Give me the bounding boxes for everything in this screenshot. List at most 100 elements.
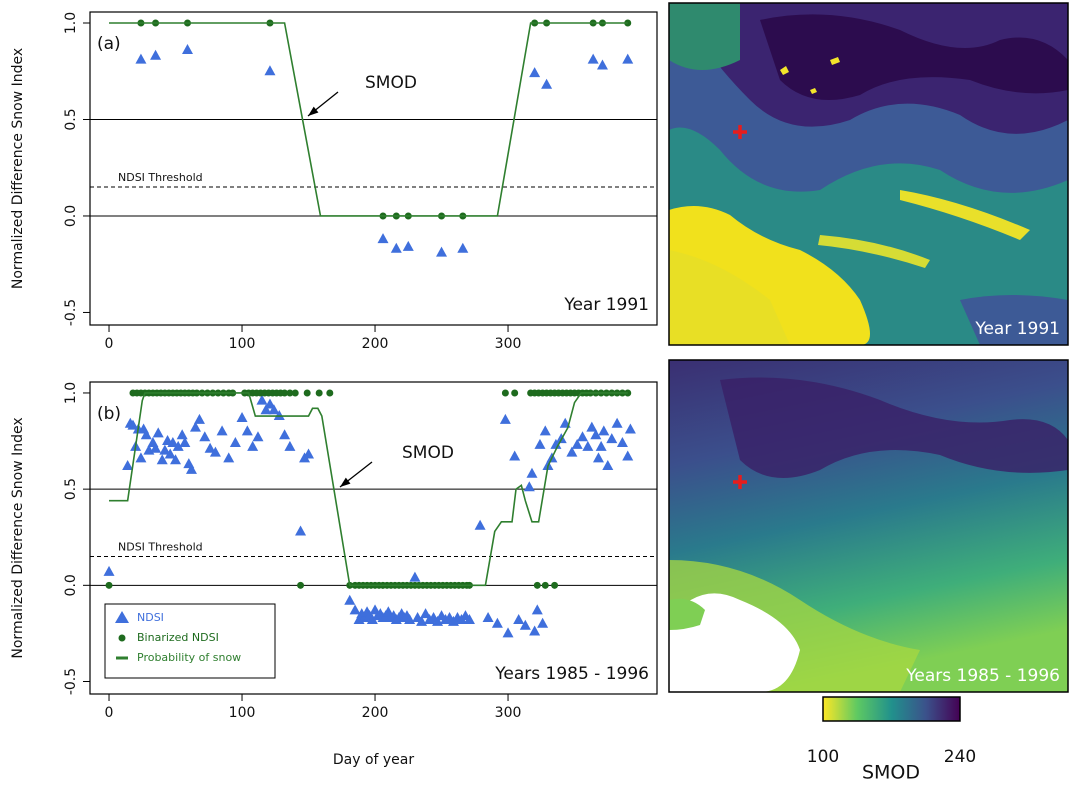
x-tick-label: 300 (495, 705, 522, 721)
y-tick-label: 0.0 (63, 205, 79, 227)
y-tick-label: -0.5 (63, 299, 79, 326)
x-tick-label: 200 (362, 336, 389, 352)
binarized-point (297, 581, 305, 589)
legend-label: Binarized NDSI (137, 631, 219, 644)
binarized-point (291, 389, 299, 397)
map-label: Year 1991 (974, 319, 1060, 339)
ndsi-point (264, 398, 276, 409)
ndsi-point (159, 444, 171, 455)
ndsi-point (252, 431, 264, 442)
ndsi-point (523, 481, 535, 492)
arrow-head (308, 106, 319, 116)
ndsi-point (616, 436, 628, 447)
ndsi-point (590, 429, 602, 440)
x-axis-label: Day of year (333, 752, 415, 768)
map-frame (668, 359, 1069, 693)
binarized-point (551, 581, 559, 589)
binarized-point (281, 389, 289, 397)
plot-frame (89, 381, 658, 695)
ndsi-point (344, 594, 356, 605)
ndsi-point (526, 467, 538, 478)
ndsi-point (402, 240, 414, 251)
x-tick-label: 300 (495, 336, 522, 352)
ndsi-point (463, 613, 475, 624)
ndsi-point (176, 429, 188, 440)
legend-label: NDSI (137, 611, 164, 624)
ndsi-point (416, 615, 428, 626)
ndsi-point (582, 440, 594, 451)
ndsi-point (571, 438, 583, 449)
binarized-point (533, 581, 541, 589)
ndsi-point (260, 404, 272, 415)
threshold-label: NDSI Threshold (118, 540, 203, 553)
ndsi-point (349, 604, 361, 615)
ndsi-point (152, 427, 164, 438)
ndsi-point (457, 242, 469, 253)
ndsi-point (268, 404, 280, 415)
ndsi-point (482, 612, 494, 623)
ndsi-point (167, 436, 179, 447)
ndsi-point (122, 460, 134, 471)
binarized-point (501, 389, 509, 397)
ndsi-point (577, 431, 589, 442)
ndsi-point (256, 394, 268, 405)
x-tick-label: 200 (362, 705, 389, 721)
ndsi-point (229, 436, 241, 447)
ndsi-point (541, 78, 553, 89)
ndsi-point (409, 571, 421, 582)
y-axis-label: Normalized Difference Snow Index (10, 48, 26, 289)
ndsi-point (303, 448, 315, 459)
map-frame (668, 2, 1069, 346)
ndsi-point (156, 454, 168, 465)
y-axis-label: Normalized Difference Snow Index (10, 417, 26, 658)
probability-line (109, 392, 628, 587)
ndsi-point (295, 525, 307, 536)
ndsi-point (566, 446, 578, 457)
y-tick-label: 0.0 (63, 574, 79, 596)
map-label: Years 1985 - 1996 (905, 666, 1060, 686)
legend-symbol (118, 634, 126, 642)
binarized-point (315, 389, 323, 397)
binarized-point (303, 389, 311, 397)
colorbar-title: SMOD (862, 762, 920, 784)
annotation: SMOD (402, 443, 454, 463)
ndsi-point (611, 417, 623, 428)
ndsi-point (550, 438, 562, 449)
ndsi-point (509, 450, 521, 461)
y-tick-label: 0.5 (63, 108, 79, 130)
ndsi-point (172, 440, 184, 451)
ndsi-point (513, 613, 525, 624)
ndsi-point (595, 440, 607, 451)
ndsi-point (436, 246, 448, 257)
binarized-point (326, 389, 334, 397)
ndsi-point (432, 615, 444, 626)
ndsi-point (279, 429, 291, 440)
ndsi-point (170, 454, 182, 465)
ndsi-point (404, 613, 416, 624)
ndsi-point (179, 436, 191, 447)
ndsi-point (150, 49, 162, 60)
ndsi-point (181, 44, 193, 55)
ndsi-point (606, 433, 618, 444)
plot-frame (89, 11, 658, 326)
ndsi-point (284, 440, 296, 451)
ndsi-point (140, 429, 152, 440)
legend-symbol (115, 611, 129, 623)
binarized-point (541, 581, 549, 589)
ndsi-point (103, 565, 115, 576)
ndsi-point (209, 446, 221, 457)
x-tick-label: 100 (229, 705, 256, 721)
ndsi-point (377, 233, 389, 244)
ndsi-point (223, 452, 235, 463)
ndsi-point (598, 425, 610, 436)
ndsi-point (531, 604, 543, 615)
x-tick-label: 0 (105, 336, 114, 352)
panel-label: (a) (97, 34, 121, 54)
ndsi-point (602, 460, 614, 471)
ndsi-point (622, 450, 634, 461)
arrow-head (340, 477, 351, 487)
colorbar-tick-label: 100 (807, 747, 839, 767)
binarized-point (105, 581, 113, 589)
y-tick-label: 1.0 (63, 12, 79, 34)
